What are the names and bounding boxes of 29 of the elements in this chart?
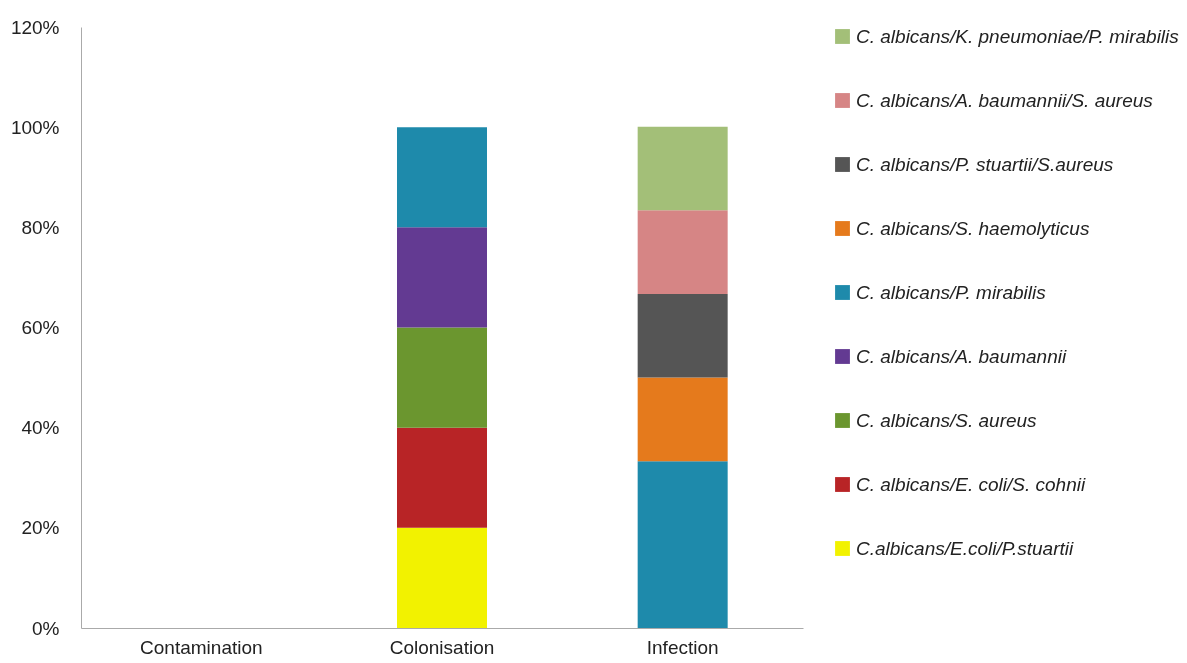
x-tick-label: Infection — [646, 636, 719, 658]
x-tick-label: Contamination — [140, 636, 263, 658]
legend-label: C. albicans/E. coli/S. cohnii — [856, 473, 1086, 495]
legend-label: C. albicans/S. haemolyticus — [856, 217, 1090, 239]
x-tick-label: Colonisation — [389, 636, 495, 658]
legend-label: C. albicans/A. baumannii — [856, 345, 1067, 367]
bar — [637, 293, 728, 378]
bar — [637, 377, 728, 462]
y-tick-label: 80% — [21, 216, 60, 238]
legend-label: C. albicans/P. stuartii/S.aureus — [856, 153, 1114, 175]
bar — [397, 427, 487, 528]
bar — [397, 127, 487, 228]
bar — [637, 461, 728, 628]
y-tick-label: 20% — [21, 517, 60, 539]
legend-label: C. albicans/P. mirabilis — [856, 281, 1047, 303]
bar — [397, 527, 487, 628]
legend-label: C. albicans/K. pneumoniae/P. mirabilis — [856, 25, 1180, 47]
y-tick-label: 120% — [10, 16, 60, 38]
y-tick-label: 100% — [10, 116, 60, 138]
bar — [637, 126, 728, 211]
y-tick-label: 60% — [21, 317, 60, 338]
legend-label: C. albicans/S. aureus — [856, 409, 1038, 431]
legend-label: C.albicans/E.coli/P.stuartii — [856, 537, 1074, 559]
bar — [397, 227, 487, 328]
bar — [397, 327, 487, 428]
y-tick-label: 0% — [32, 617, 60, 639]
legend-label: C. albicans/A. baumannii/S. aureus — [856, 89, 1154, 111]
bar — [637, 210, 728, 294]
y-tick-label: 40% — [21, 417, 60, 439]
